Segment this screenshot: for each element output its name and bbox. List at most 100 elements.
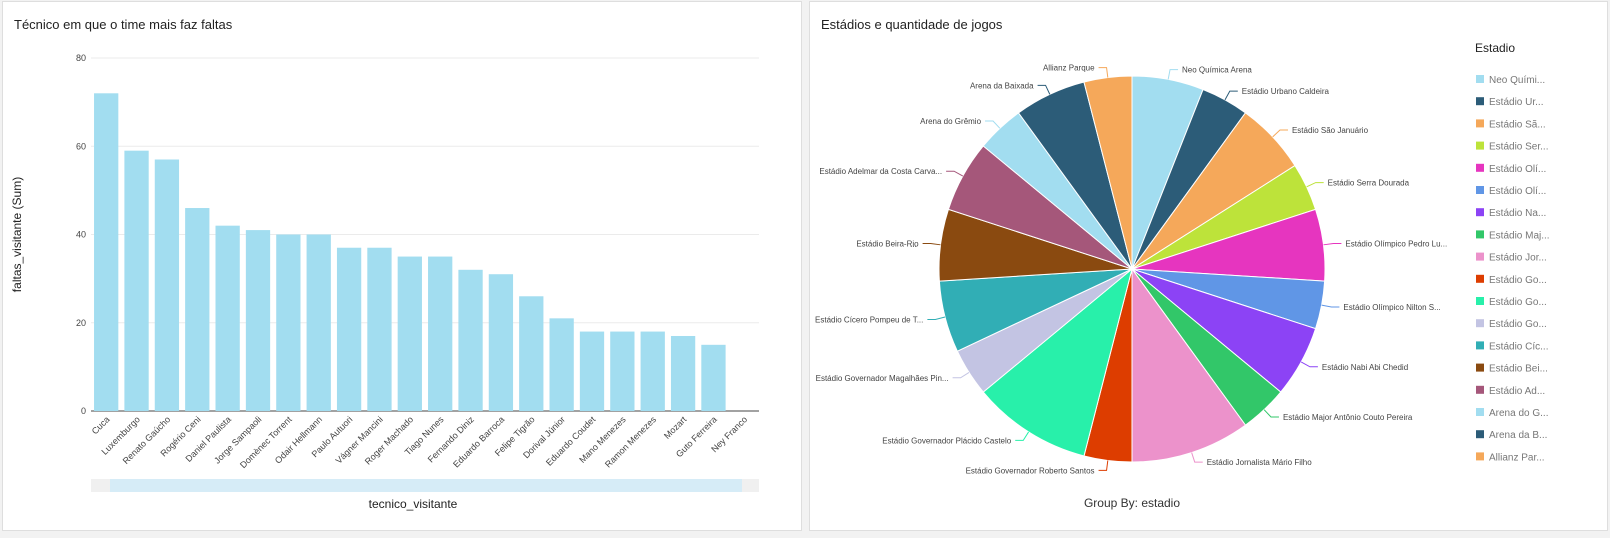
legend-swatch[interactable] bbox=[1476, 385, 1484, 394]
bar[interactable] bbox=[670, 335, 696, 411]
slice-label: Allianz Parque bbox=[1043, 64, 1095, 73]
pie-slice[interactable] bbox=[982, 267, 1133, 457]
legend-swatch[interactable] bbox=[1476, 274, 1484, 283]
legend-entry[interactable]: Estádio Bei... bbox=[1489, 364, 1548, 375]
slice-leader-line bbox=[985, 120, 1001, 129]
bar[interactable] bbox=[488, 274, 514, 411]
bar[interactable] bbox=[640, 331, 665, 411]
bar[interactable] bbox=[549, 318, 574, 411]
bar[interactable] bbox=[610, 331, 635, 411]
slice-label: Estádio Serra Dourada bbox=[1328, 179, 1410, 188]
legend-swatch[interactable] bbox=[1476, 297, 1484, 305]
bar[interactable] bbox=[215, 225, 240, 411]
y-tick-label: 0 bbox=[81, 406, 86, 416]
pie-chart-panel: Estádios e quantidade de jogos Neo Quími… bbox=[809, 1, 1608, 531]
legend-entry[interactable]: Arena do G... bbox=[1489, 408, 1548, 419]
legend-swatch[interactable] bbox=[1476, 163, 1484, 172]
slice-label: Arena da Baixada bbox=[970, 81, 1034, 90]
pie-slice[interactable] bbox=[1131, 267, 1247, 463]
y-tick-label: 60 bbox=[76, 141, 86, 151]
legend-entry[interactable]: Estádio Ser... bbox=[1489, 142, 1548, 153]
slice-leader-line bbox=[1306, 182, 1324, 188]
bar[interactable] bbox=[367, 247, 392, 411]
legend-swatch[interactable] bbox=[1476, 408, 1484, 416]
legend-entry[interactable]: Estádio Go... bbox=[1489, 319, 1547, 330]
pie-chart: Neo Química Arena Estádio Urbano Caldeira… bbox=[815, 41, 1550, 510]
slice-leader-line bbox=[1015, 431, 1030, 441]
x-tick-label: Cuca bbox=[90, 414, 112, 436]
legend-entry[interactable]: Estádio Sã... bbox=[1489, 119, 1546, 130]
y-tick-label: 40 bbox=[76, 230, 86, 240]
slice-label: Estádio São Januário bbox=[1292, 126, 1369, 135]
slice-label: Estádio Olímpico Nilton S... bbox=[1343, 303, 1440, 312]
slice-label: Estádio Adelmar da Costa Carva... bbox=[819, 167, 942, 176]
slice-label: Estádio Jornalista Mário Filho bbox=[1207, 458, 1312, 467]
legend-entry[interactable]: Estádio Go... bbox=[1489, 275, 1547, 286]
bar[interactable] bbox=[124, 150, 149, 411]
bar-chart-panel: Técnico em que o time mais faz faltas 0 2… bbox=[2, 1, 802, 531]
bar[interactable] bbox=[458, 269, 483, 411]
legend-swatch[interactable] bbox=[1476, 341, 1484, 350]
bar[interactable] bbox=[306, 234, 331, 412]
slice-leader-line bbox=[1300, 361, 1318, 368]
legend-entry[interactable]: Estádio Go... bbox=[1489, 297, 1547, 308]
bar[interactable] bbox=[579, 331, 605, 411]
legend-swatch[interactable] bbox=[1476, 186, 1484, 194]
legend-swatch[interactable] bbox=[1476, 430, 1484, 439]
x-tick-label: Ramon Menezes bbox=[603, 414, 659, 470]
slice-leader-line bbox=[1323, 243, 1342, 246]
pie-chart-title: Estádios e quantidade de jogos bbox=[821, 17, 1003, 32]
legend-entry[interactable]: Estádio Olí... bbox=[1489, 164, 1546, 175]
bar[interactable] bbox=[701, 344, 726, 411]
slice-leader-line bbox=[1191, 452, 1203, 463]
x-axis-title: tecnico_visitante bbox=[369, 497, 458, 511]
legend-entry[interactable]: Estádio Maj... bbox=[1489, 230, 1550, 241]
bar[interactable] bbox=[154, 159, 180, 411]
slice-leader-line bbox=[1263, 409, 1279, 418]
slice-leader-line bbox=[1098, 460, 1109, 471]
legend-swatch[interactable] bbox=[1476, 141, 1484, 150]
legend-entry[interactable]: Allianz Par... bbox=[1489, 452, 1545, 463]
slice-leader-line bbox=[946, 170, 964, 177]
slice-leader-line bbox=[1098, 67, 1109, 78]
chart-scrollbar-thumb[interactable] bbox=[110, 479, 742, 492]
legend-swatch[interactable] bbox=[1476, 119, 1484, 128]
legend-swatch[interactable] bbox=[1476, 319, 1484, 328]
legend-entry[interactable]: Arena da B... bbox=[1489, 430, 1547, 441]
legend-entry[interactable]: Estádio Jor... bbox=[1489, 253, 1547, 264]
slice-leader-line bbox=[922, 243, 941, 246]
bar[interactable] bbox=[276, 234, 301, 412]
legend-entry[interactable]: Estádio Ad... bbox=[1489, 386, 1545, 397]
bar[interactable] bbox=[336, 247, 362, 411]
y-axis-title: faltas_visitante (Sum) bbox=[10, 177, 24, 292]
slice-label: Neo Química Arena bbox=[1182, 66, 1252, 75]
bar[interactable] bbox=[94, 93, 119, 412]
bar[interactable] bbox=[428, 256, 453, 411]
slice-label: Arena do Grêmio bbox=[920, 117, 981, 126]
bar[interactable] bbox=[397, 256, 422, 411]
slice-label: Estádio Urbano Caldeira bbox=[1242, 87, 1330, 96]
legend-swatch[interactable] bbox=[1476, 252, 1484, 261]
bar[interactable] bbox=[519, 296, 544, 411]
pie-slice[interactable] bbox=[1083, 75, 1133, 270]
bar[interactable] bbox=[245, 230, 271, 411]
legend-swatch[interactable] bbox=[1476, 363, 1484, 372]
legend-entry[interactable]: Neo Quími... bbox=[1489, 75, 1545, 86]
legend-swatch[interactable] bbox=[1476, 208, 1484, 217]
bar[interactable] bbox=[185, 208, 210, 411]
legend-swatch[interactable] bbox=[1476, 230, 1484, 239]
legend-swatch[interactable] bbox=[1476, 452, 1484, 461]
x-tick-label: Mozart bbox=[662, 414, 689, 441]
legend-entry[interactable]: Estádio Na... bbox=[1489, 208, 1546, 219]
slice-label: Estádio Governador Roberto Santos bbox=[966, 466, 1095, 475]
legend-entry[interactable]: Estádio Cíc... bbox=[1489, 341, 1548, 352]
legend-entry[interactable]: Estádio Ur... bbox=[1489, 97, 1543, 108]
slice-label-ellipsis: ... bbox=[910, 240, 917, 249]
legend-swatch[interactable] bbox=[1476, 75, 1484, 83]
legend-title: Estadio bbox=[1475, 41, 1515, 55]
group-by-label: Group By: estadio bbox=[1084, 496, 1180, 510]
legend-swatch[interactable] bbox=[1476, 97, 1484, 106]
slice-leader-line bbox=[1272, 129, 1288, 138]
legend-entry[interactable]: Estádio Olí... bbox=[1489, 186, 1546, 197]
